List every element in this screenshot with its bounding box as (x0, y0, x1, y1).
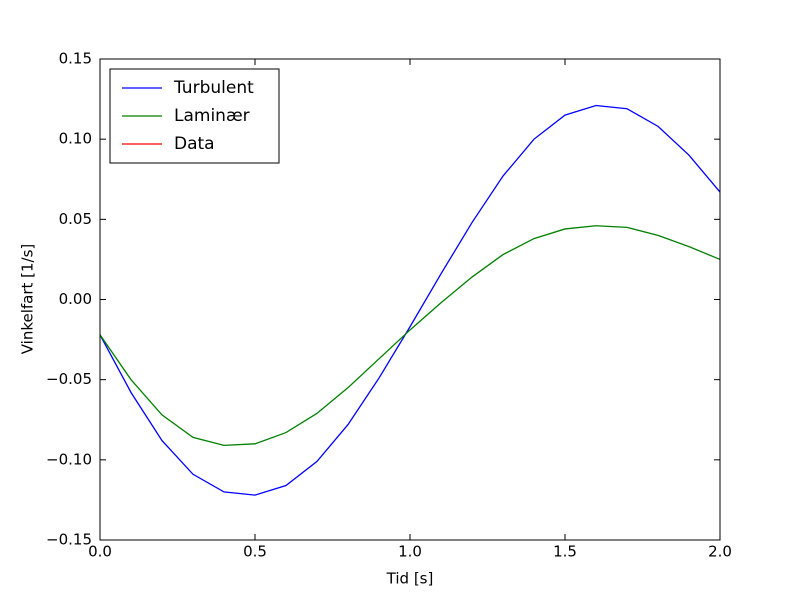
x-tick-label: 0.0 (88, 543, 112, 561)
y-axis-label: Vinkelfart [1/s] (19, 244, 37, 355)
y-tick-label: 0.10 (59, 130, 92, 148)
x-tick-label: 0.5 (243, 543, 267, 561)
y-tick-label: 0.00 (59, 290, 92, 308)
x-tick-label: 2.0 (708, 543, 732, 561)
x-tick-label: 1.5 (553, 543, 577, 561)
legend-label: Turbulent (173, 78, 254, 98)
y-tick-label: −0.05 (46, 370, 92, 388)
y-tick-label: −0.15 (46, 531, 92, 549)
legend-label: Laminær (174, 106, 250, 126)
y-tick-label: 0.05 (59, 210, 92, 228)
x-tick-label: 1.0 (398, 543, 422, 561)
x-axis-label: Tid [s] (386, 570, 434, 588)
line-series (99, 104, 721, 496)
y-tick-label: 0.15 (59, 50, 92, 68)
legend-label: Data (174, 134, 215, 154)
line-series (99, 225, 721, 447)
y-tick-label: −0.10 (46, 450, 92, 468)
